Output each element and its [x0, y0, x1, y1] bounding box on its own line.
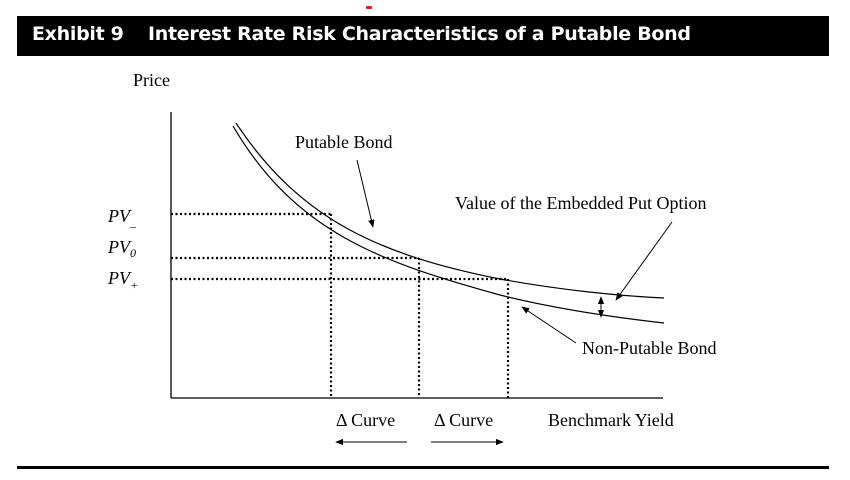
red-mark: [366, 6, 372, 9]
delta-curve-right-label: Δ Curve: [434, 410, 493, 430]
non-putable-bond-pointer: [521, 306, 577, 344]
putable-bond-pointer: [356, 159, 375, 228]
pv-minus-label: PV_: [107, 206, 137, 229]
exhibit-title: Interest Rate Risk Characteristics of a …: [148, 23, 691, 45]
exhibit-header: Exhibit 9 Interest Rate Risk Characteris…: [17, 16, 829, 56]
non-putable-bond-label: Non-Putable Bond: [582, 338, 717, 358]
putable-bond-label: Putable Bond: [295, 132, 393, 152]
pv-plus-label: PV+: [107, 268, 138, 292]
non-putable-bond-curve: [232, 125, 665, 324]
pv-zero-label: PV0: [107, 237, 136, 260]
delta-curve-left-label: Δ Curve: [336, 410, 395, 430]
y-axis-label: Price: [133, 70, 170, 90]
embedded-put-label: Value of the Embedded Put Option: [455, 193, 706, 213]
embedded-put-pointer: [615, 221, 673, 301]
putable-bond-curve: [235, 122, 665, 299]
x-axis-label: Benchmark Yield: [548, 410, 674, 430]
exhibit-number: Exhibit 9: [32, 23, 124, 45]
bottom-rule: [17, 466, 829, 469]
